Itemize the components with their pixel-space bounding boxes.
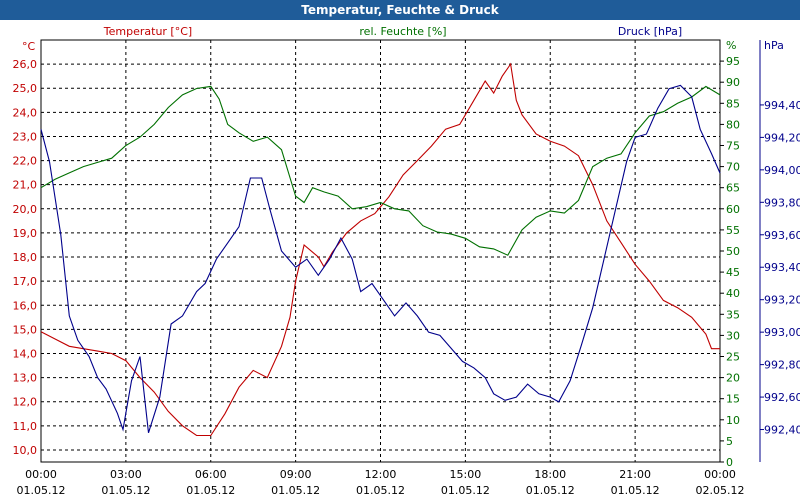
pressure-unit: hPa (764, 39, 784, 52)
pressure-axis-label: Druck [hPa] (618, 25, 682, 38)
humidity-tick-label: 25 (726, 351, 740, 364)
pressure-tick-label: 993,40 (764, 261, 800, 274)
x-tick-date: 01.05.12 (101, 484, 150, 497)
temperature-tick-label: 18,0 (13, 251, 38, 264)
humidity-tick-label: 75 (726, 140, 740, 153)
humidity-tick-label: 0 (726, 456, 733, 469)
window-title: Temperatur, Feuchte & Druck (0, 0, 800, 20)
x-tick-date: 02.05.12 (696, 484, 745, 497)
temperature-unit: °C (22, 40, 36, 53)
temperature-tick-label: 12,0 (13, 396, 38, 409)
humidity-tick-label: 15 (726, 393, 740, 406)
pressure-tick-label: 992,40 (764, 424, 800, 437)
humidity-tick-label: 85 (726, 97, 740, 110)
x-tick-date: 01.05.12 (186, 484, 235, 497)
temperature-tick-label: 20,0 (13, 203, 38, 216)
humidity-tick-label: 80 (726, 118, 740, 131)
x-tick-date: 01.05.12 (441, 484, 490, 497)
humidity-tick-label: 40 (726, 287, 740, 300)
temperature-tick-label: 13,0 (13, 372, 38, 385)
humidity-tick-label: 55 (726, 224, 740, 237)
humidity-axis-label: rel. Feuchte [%] (359, 25, 446, 38)
humidity-tick-label: 20 (726, 372, 740, 385)
pressure-tick-label: 992,80 (764, 359, 800, 372)
x-tick-date: 01.05.12 (526, 484, 575, 497)
humidity-tick-label: 35 (726, 308, 740, 321)
temperature-tick-label: 16,0 (13, 299, 38, 312)
humidity-tick-label: 10 (726, 414, 740, 427)
pressure-tick-label: 994,20 (764, 131, 800, 144)
humidity-tick-label: 90 (726, 76, 740, 89)
x-tick-time: 15:00 (450, 468, 482, 481)
x-tick-time: 21:00 (619, 468, 651, 481)
x-tick-time: 00:00 (25, 468, 57, 481)
x-tick-time: 06:00 (195, 468, 227, 481)
temperature-tick-label: 26,0 (13, 58, 38, 71)
humidity-tick-label: 50 (726, 245, 740, 258)
temperature-tick-label: 14,0 (13, 347, 38, 360)
temperature-tick-label: 17,0 (13, 275, 38, 288)
pressure-tick-label: 993,60 (764, 229, 800, 242)
temperature-tick-label: 24,0 (13, 106, 38, 119)
humidity-tick-label: 5 (726, 435, 733, 448)
humidity-tick-label: 65 (726, 182, 740, 195)
humidity-tick-label: 45 (726, 266, 740, 279)
x-tick-date: 01.05.12 (271, 484, 320, 497)
temperature-tick-label: 19,0 (13, 227, 38, 240)
x-tick-date: 01.05.12 (611, 484, 660, 497)
x-tick-time: 00:00 (704, 468, 736, 481)
temperature-axis-label: Temperatur [°C] (103, 25, 192, 38)
x-tick-time: 18:00 (534, 468, 566, 481)
humidity-unit: % (726, 39, 736, 52)
temperature-tick-label: 15,0 (13, 323, 38, 336)
humidity-series-line (40, 85, 721, 256)
x-tick-date: 01.05.12 (356, 484, 405, 497)
pressure-tick-label: 992,60 (764, 391, 800, 404)
pressure-tick-label: 994,40 (764, 99, 800, 112)
humidity-tick-label: 95 (726, 55, 740, 68)
x-tick-date: 01.05.12 (17, 484, 66, 497)
temperature-tick-label: 22,0 (13, 155, 38, 168)
temperature-tick-label: 11,0 (13, 420, 38, 433)
temperature-tick-label: 10,0 (13, 444, 38, 457)
humidity-tick-label: 70 (726, 161, 740, 174)
x-tick-time: 09:00 (280, 468, 312, 481)
temperature-tick-label: 25,0 (13, 82, 38, 95)
temperature-series-line (40, 62, 720, 437)
x-tick-time: 03:00 (110, 468, 142, 481)
humidity-tick-label: 60 (726, 203, 740, 216)
humidity-tick-label: 30 (726, 329, 740, 342)
x-tick-time: 12:00 (365, 468, 397, 481)
temperature-tick-label: 21,0 (13, 179, 38, 192)
pressure-tick-label: 993,80 (764, 196, 800, 209)
pressure-tick-label: 993,20 (764, 294, 800, 307)
pressure-tick-label: 994,00 (764, 164, 800, 177)
pressure-tick-label: 993,00 (764, 326, 800, 339)
temperature-tick-label: 23,0 (13, 130, 38, 143)
pressure-series-line (40, 84, 721, 433)
